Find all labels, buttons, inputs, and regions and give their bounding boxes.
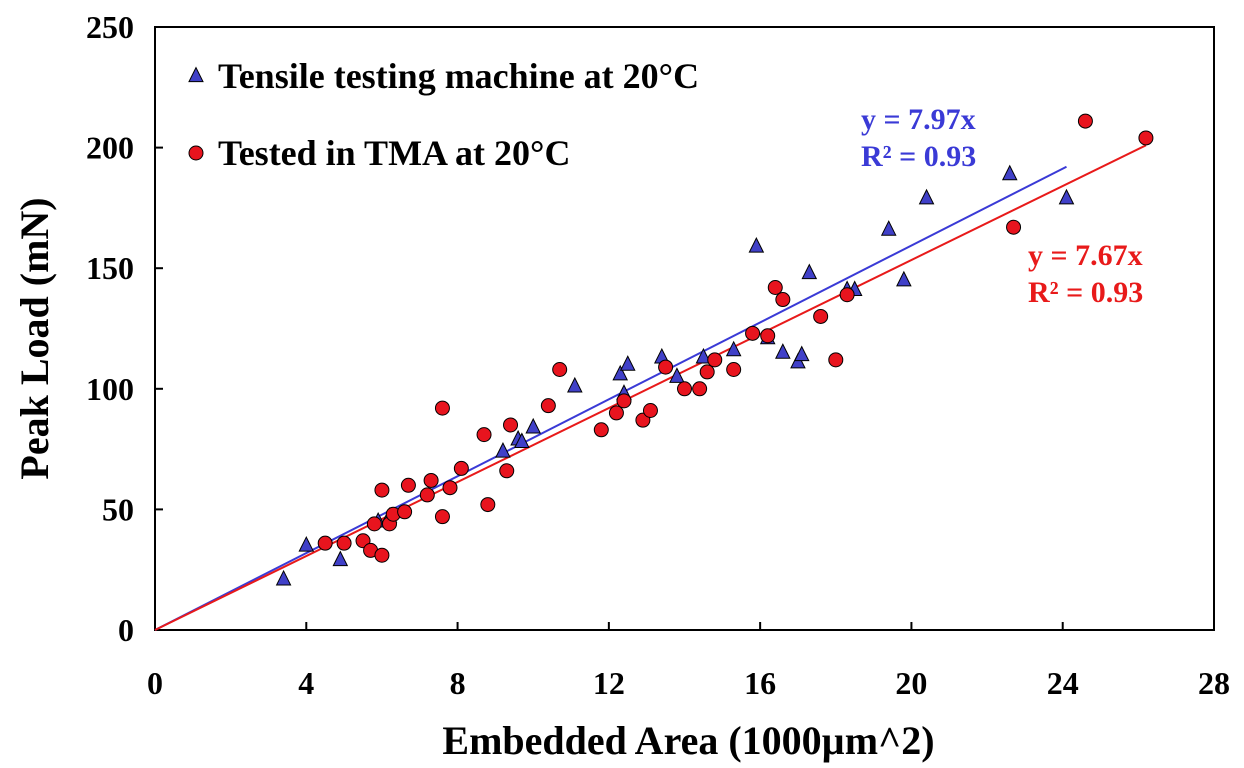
circle-point — [503, 417, 519, 433]
y-tick-label: 0 — [118, 612, 134, 648]
triangle-point — [725, 340, 742, 357]
x-tick-label: 4 — [298, 665, 314, 701]
circle-point — [453, 460, 469, 476]
circle-point — [552, 362, 568, 378]
legend-label: Tested in TMA at 20°C — [218, 133, 570, 173]
trendline — [154, 165, 1067, 631]
circle-point — [434, 509, 450, 525]
legend-label: Tensile testing machine at 20°C — [218, 56, 699, 96]
triangle-point — [669, 367, 685, 383]
circle-point — [616, 393, 632, 409]
triangle-point — [1058, 188, 1075, 205]
trendline — [154, 144, 1147, 631]
circle-point — [540, 398, 556, 414]
circle-point — [1077, 113, 1093, 129]
circle-point — [707, 352, 723, 368]
annotations: y = 7.97x R² = 0.93 y = 7.67x R² = 0.93 — [861, 103, 1143, 309]
circle-point — [419, 487, 435, 503]
circle-point — [476, 427, 492, 443]
triangle-point — [495, 441, 511, 458]
y-tick-label: 100 — [86, 371, 134, 407]
circle-point — [499, 463, 515, 479]
circle-point — [442, 480, 458, 496]
circle-point — [642, 403, 658, 419]
triangle-point — [612, 364, 629, 381]
circle-point — [677, 381, 692, 397]
x-tick-label: 24 — [1047, 665, 1079, 701]
triangle-point — [793, 345, 810, 362]
triangle-point — [619, 355, 636, 371]
circle-point — [434, 400, 450, 416]
y-tick-label: 200 — [86, 130, 134, 166]
circle-point — [400, 477, 416, 493]
triangle-point — [695, 347, 712, 364]
y-tick-label: 50 — [102, 491, 134, 527]
triangle-point — [896, 270, 912, 287]
trendline-equation: y = 7.97x — [861, 103, 976, 136]
trendline-r2: R² = 0.93 — [861, 140, 976, 173]
circle-point — [726, 362, 742, 378]
circle-point — [336, 535, 352, 551]
triangle-point — [525, 417, 542, 434]
circle-point — [813, 308, 829, 324]
circle-point — [692, 381, 708, 397]
y-tick-label: 150 — [86, 250, 134, 286]
circle-point — [593, 422, 609, 438]
triangle-point — [801, 263, 818, 280]
trendline-r2: R² = 0.93 — [1028, 276, 1143, 309]
triangle-point — [880, 220, 897, 236]
x-tick-label: 28 — [1198, 665, 1230, 701]
triangle-point — [918, 188, 935, 205]
triangle-point — [1001, 164, 1018, 181]
x-axis-title: Embedded Area (1000µm^2) — [442, 718, 934, 763]
x-tick-label: 20 — [895, 665, 927, 701]
triangle-point — [332, 550, 349, 567]
circle-point — [374, 547, 390, 563]
legend-triangle-marker — [188, 66, 204, 83]
circle-point — [366, 516, 382, 532]
legend-circle-marker — [188, 145, 204, 161]
circle-point — [374, 482, 390, 498]
data-points — [275, 113, 1154, 586]
x-tick-label: 16 — [744, 665, 776, 701]
y-axis-title: Peak Load (mN) — [12, 197, 57, 479]
x-tick-label: 8 — [450, 665, 466, 701]
circle-point — [839, 287, 855, 303]
circle-point — [480, 497, 496, 513]
plot-frame — [154, 26, 1215, 631]
circle-point — [608, 405, 624, 421]
circle-point — [397, 504, 413, 520]
legend: Tensile testing machine at 20°C Tested in… — [188, 56, 699, 173]
triangle-point — [514, 432, 530, 448]
circle-point — [423, 472, 439, 488]
trendlines — [154, 144, 1147, 631]
circle-point — [658, 359, 674, 375]
circle-point — [828, 352, 844, 368]
circle-point — [767, 279, 783, 295]
circle-point — [317, 535, 333, 551]
circle-point — [1006, 219, 1022, 235]
x-tick-label: 0 — [147, 665, 163, 701]
circle-point — [699, 364, 715, 380]
triangle-point — [275, 569, 292, 586]
circle-point — [745, 325, 761, 341]
axes: 0 4 8 12 16 20 24 28 0 50 100 150 200 250 Embedded Are… — [12, 9, 1230, 763]
circle-point — [1138, 130, 1154, 146]
x-tick-label: 12 — [593, 665, 625, 701]
y-tick-label: 250 — [86, 9, 134, 45]
triangle-point — [775, 343, 791, 359]
circle-point — [760, 328, 776, 344]
triangle-point — [748, 236, 765, 253]
triangle-point — [298, 536, 315, 552]
triangle-point — [567, 376, 583, 393]
trendline-equation: y = 7.67x — [1028, 239, 1143, 272]
circle-point — [775, 292, 791, 308]
